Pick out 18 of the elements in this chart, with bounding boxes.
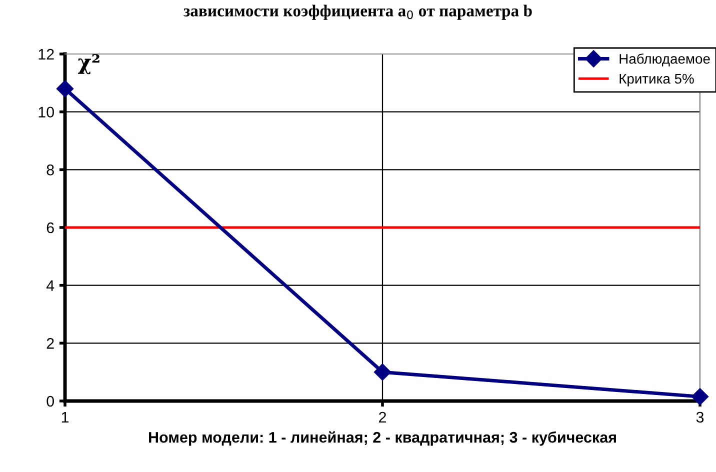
y-tick-label: 10 <box>38 106 54 118</box>
x-tick-label: 1 <box>62 412 69 422</box>
x-tick-label: 3 <box>696 412 704 423</box>
y-tick-label: 12 <box>38 48 54 60</box>
chart-title: зависимости коэффициента a$_{0}$ от параметра b <box>184 4 532 20</box>
y-tick-label: 2 <box>46 338 54 349</box>
y-tick-label: 4 <box>46 280 54 291</box>
point <box>56 80 74 98</box>
point <box>374 364 392 381</box>
x-axis-title: Номер модели: 1 - линейная; 2 - квадратичная; 3 - кубическая <box>149 431 616 446</box>
y-tick-label: 8 <box>46 164 54 176</box>
legend-label: Критика 5% <box>620 74 694 86</box>
y-tick-label: 0 <box>46 396 54 407</box>
y-axis-title: χ² <box>78 54 100 74</box>
x-tick-label: 2 <box>379 412 386 422</box>
point <box>691 388 709 406</box>
legend-label: Наблюдаемое <box>620 53 710 66</box>
y-tick-label: 6 <box>46 222 54 234</box>
